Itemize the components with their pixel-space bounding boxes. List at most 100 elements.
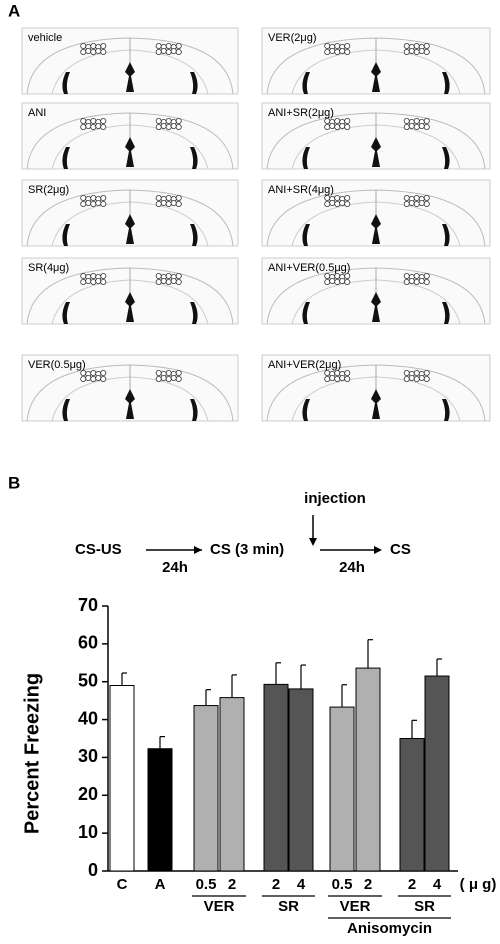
injection-site xyxy=(423,194,430,201)
injection-site xyxy=(170,123,177,130)
injection-site xyxy=(408,48,415,55)
injection-site xyxy=(413,194,420,201)
group-label: SR xyxy=(278,898,299,915)
injection-site xyxy=(90,49,97,56)
y-tick-label: 50 xyxy=(78,670,98,690)
injection-site xyxy=(408,123,415,130)
injection-site xyxy=(324,118,331,125)
injection-site xyxy=(413,272,420,279)
x-tick-label: 2 xyxy=(364,876,372,893)
injection-site xyxy=(165,369,172,376)
timeline-text: 24h xyxy=(339,559,365,576)
injection-site xyxy=(155,43,162,50)
injection-site xyxy=(175,118,182,125)
timeline: CS-US 24h CS (3 min) injection 24h CS xyxy=(75,490,411,576)
x-tick-label: 4 xyxy=(433,876,442,893)
slit xyxy=(442,399,450,421)
bar xyxy=(424,675,450,872)
injection-site xyxy=(339,48,346,55)
injection-site xyxy=(100,278,107,285)
injection-site xyxy=(344,124,351,131)
y-tick-label: 30 xyxy=(78,746,98,766)
injection-site xyxy=(403,278,410,285)
injection-site xyxy=(423,375,430,382)
brain-section: ANI+SR(4μg) xyxy=(261,179,491,247)
slit xyxy=(62,147,70,169)
injection-site xyxy=(403,43,410,50)
injection-site xyxy=(334,49,341,56)
injection-site xyxy=(324,375,331,382)
injection-site xyxy=(423,124,430,131)
injection-site xyxy=(403,49,410,56)
injection-site xyxy=(403,124,410,131)
injection-site xyxy=(175,369,182,376)
injection-site xyxy=(418,374,425,381)
injection-site xyxy=(413,200,420,207)
injection-site xyxy=(100,375,107,382)
injection-site xyxy=(324,194,331,201)
panel-label: A xyxy=(8,1,20,20)
injection-site xyxy=(80,200,87,207)
injection-site xyxy=(339,374,346,381)
injection-site xyxy=(334,118,341,125)
injection-site xyxy=(170,199,177,206)
injection-site xyxy=(165,278,172,285)
injection-site xyxy=(165,200,172,207)
injection-site xyxy=(339,199,346,206)
slit xyxy=(190,399,198,421)
bar xyxy=(193,705,219,872)
injection-site xyxy=(175,375,182,382)
injection-site xyxy=(334,375,341,382)
injection-site xyxy=(160,48,167,55)
injection-site xyxy=(324,49,331,56)
injection-site xyxy=(95,48,102,55)
injection-site xyxy=(423,43,430,50)
slit xyxy=(442,72,450,94)
injection-site xyxy=(324,200,331,207)
injection-site xyxy=(339,123,346,130)
injection-site xyxy=(90,278,97,285)
injection-site xyxy=(413,43,420,50)
slit xyxy=(302,72,310,94)
injection-site xyxy=(423,278,430,285)
injection-site xyxy=(80,118,87,125)
y-tick-label: 20 xyxy=(78,784,98,804)
injection-site xyxy=(408,277,415,284)
slit xyxy=(302,224,310,246)
ventricle xyxy=(371,62,381,92)
injection-site xyxy=(100,118,107,125)
injection-site xyxy=(403,272,410,279)
injection-site xyxy=(413,369,420,376)
slit xyxy=(62,224,70,246)
injection-site xyxy=(175,194,182,201)
section-label: ANI+VER(2μg) xyxy=(268,359,341,371)
slit xyxy=(190,302,198,324)
section-label: SR(2μg) xyxy=(28,184,69,196)
injection-site xyxy=(80,369,87,376)
x-tick-label: 2 xyxy=(228,876,236,893)
injection-site xyxy=(90,369,97,376)
brain-section: ANI+VER(2μg) xyxy=(261,354,491,422)
group-label: Anisomycin xyxy=(347,920,432,937)
injection-site xyxy=(403,375,410,382)
slit xyxy=(442,302,450,324)
injection-site xyxy=(80,43,87,50)
injection-site xyxy=(175,43,182,50)
ventricle xyxy=(371,292,381,322)
injection-site xyxy=(423,118,430,125)
ventricle xyxy=(125,137,135,167)
injection-site xyxy=(344,43,351,50)
injection-site xyxy=(165,272,172,279)
section-label: SR(4μg) xyxy=(28,262,69,274)
injection-site xyxy=(334,194,341,201)
injection-site xyxy=(329,123,336,130)
injection-site xyxy=(344,375,351,382)
bar xyxy=(147,748,173,872)
injection-site xyxy=(165,194,172,201)
injection-site xyxy=(160,374,167,381)
timeline-text: 24h xyxy=(162,559,188,576)
timeline-text: CS-US xyxy=(75,541,122,558)
injection-site xyxy=(95,199,102,206)
group-label: VER xyxy=(340,898,371,915)
